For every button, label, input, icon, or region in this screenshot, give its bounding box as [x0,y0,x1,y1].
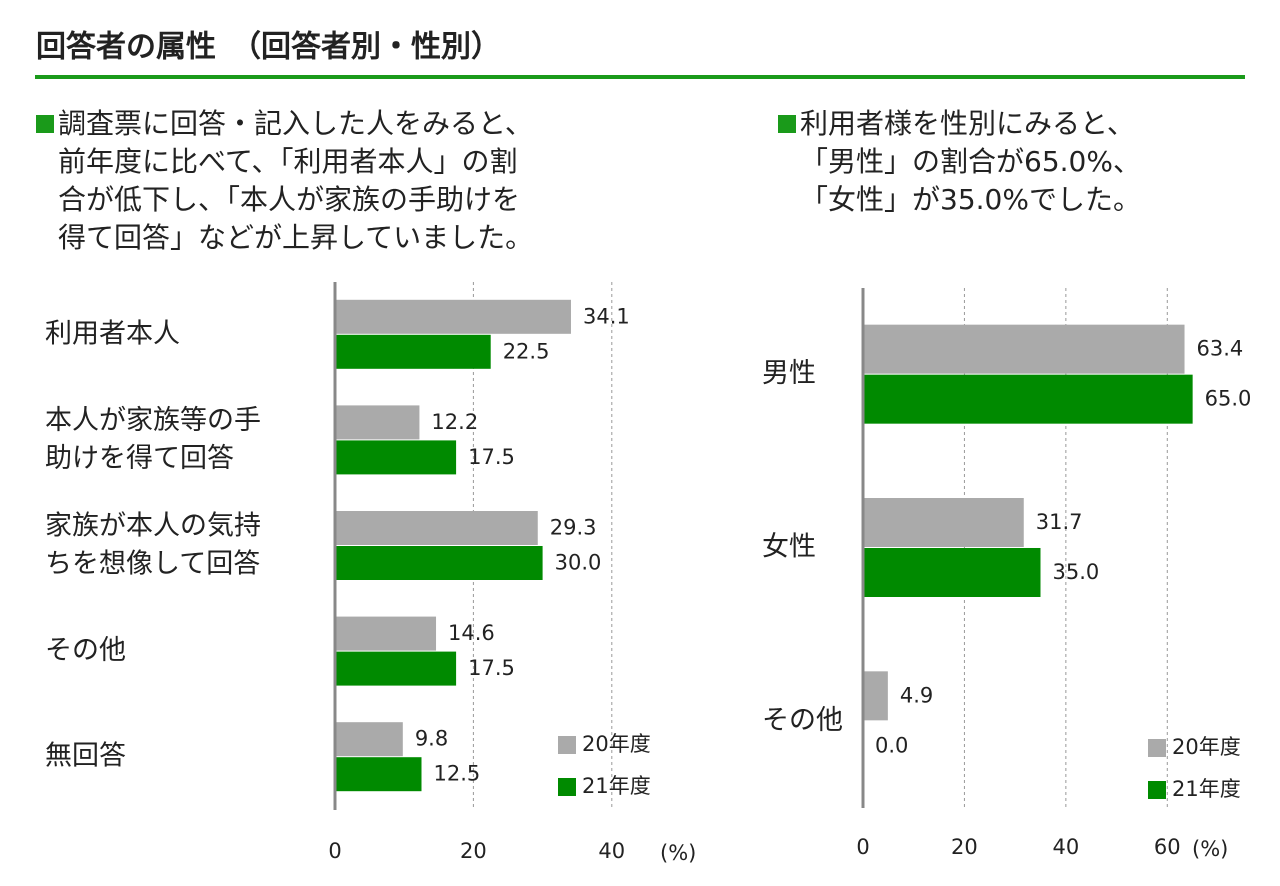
bar [335,722,403,757]
value-label: 22.5 [503,339,550,363]
value-label: 63.4 [1197,337,1244,361]
value-label: 0.0 [875,733,908,757]
value-label: 12.2 [431,410,478,434]
value-label: 35.0 [1053,560,1100,584]
bar [335,651,457,686]
bar [335,334,491,369]
category-label: ちを想像して回答 [45,549,260,580]
value-label: 4.9 [900,683,933,707]
legend-swatch [558,736,576,754]
x-tick-label: 40 [1052,835,1079,859]
category-label: 男性 [762,358,816,389]
bar [863,374,1193,424]
value-label: 17.5 [468,656,515,680]
x-tick-label: 60 [1154,835,1181,859]
bullet [778,115,796,133]
bar [335,546,543,580]
x-tick-label: 0 [856,835,869,859]
description-line: 「男性」の割合が65.0%、 [800,145,1141,178]
legend-label: 20年度 [1172,735,1241,759]
x-axis-unit: (%) [1192,837,1228,861]
category-label: 本人が家族等の手 [45,405,261,436]
bar [863,671,888,721]
value-label: 30.0 [555,551,602,575]
x-tick-label: 20 [951,835,978,859]
value-label: 17.5 [468,445,515,469]
value-label: 12.5 [434,762,481,786]
bar [863,548,1041,597]
category-label: 家族が本人の気持 [45,511,261,542]
category-label: 助けを得て回答 [45,443,234,474]
description-line: 利用者様を性別にみると、 [800,107,1135,140]
bar [863,324,1185,374]
bar [335,616,437,651]
x-axis-unit: (%) [660,841,696,865]
description-line: 合が低下し、「本人が家族の手助けを [58,183,520,216]
category-label: 無回答 [45,741,126,772]
value-label: 34.1 [583,304,630,328]
bar [335,757,422,792]
description-line: 前年度に比べて、「利用者本人」の割 [58,145,517,178]
value-label: 65.0 [1205,387,1252,411]
legend-swatch [558,778,576,796]
legend-label: 20年度 [582,732,651,756]
x-tick-label: 40 [598,839,625,863]
title-rule [35,75,1245,79]
bullet [36,115,54,133]
slide-title: 回答者の属性 （回答者別・性別） [36,30,501,65]
value-label: 9.8 [415,727,448,751]
value-label: 31.7 [1036,510,1083,534]
category-label: 利用者本人 [45,318,180,349]
value-label: 29.3 [550,516,597,540]
description-line: 「女性」が35.0%でした。 [800,183,1141,216]
category-label: 女性 [762,532,816,563]
bar [863,498,1024,547]
description-line: 得て回答」などが上昇していました。 [58,221,533,254]
category-label: その他 [762,705,843,736]
legend-swatch [1148,739,1166,757]
legend-label: 21年度 [582,774,651,798]
bar [335,405,420,440]
x-tick-label: 20 [460,839,487,863]
value-label: 14.6 [448,621,495,645]
legend-swatch [1148,781,1166,799]
description-line: 調査票に回答・記入した人をみると、 [58,107,533,140]
x-tick-label: 0 [328,839,341,863]
bar [335,299,571,334]
bar [335,440,457,475]
bar [335,511,538,545]
category-label: その他 [45,635,126,666]
legend-label: 21年度 [1172,777,1241,801]
